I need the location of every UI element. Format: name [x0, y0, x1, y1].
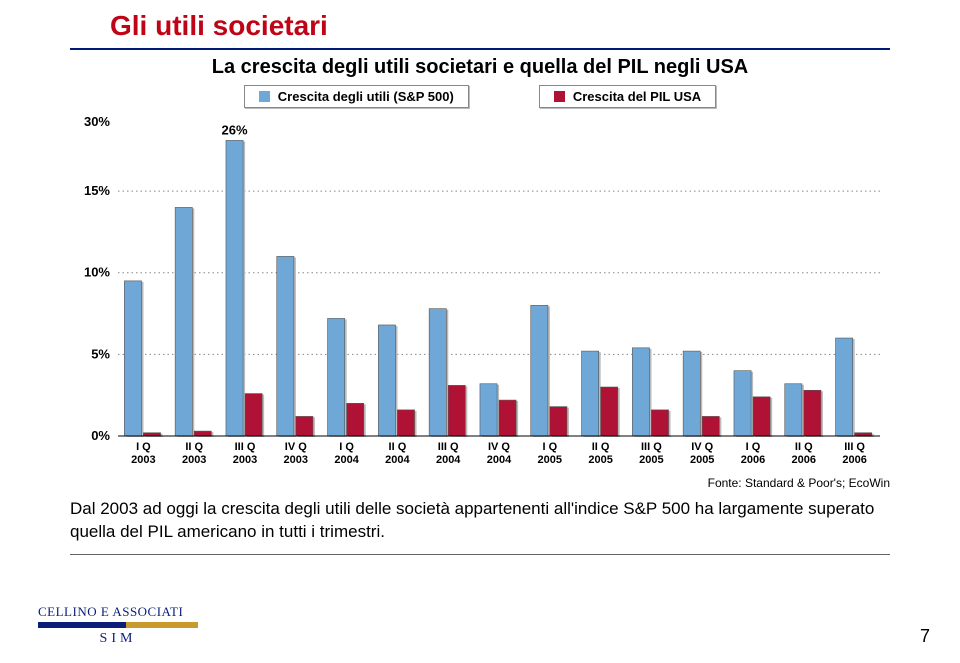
bottom-rule [70, 554, 890, 555]
source-text: Fonte: Standard & Poor's; EcoWin [70, 476, 890, 490]
page-number: 7 [920, 626, 930, 647]
svg-text:5%: 5% [91, 346, 110, 361]
svg-text:II Q: II Q [795, 441, 813, 453]
svg-text:2004: 2004 [487, 454, 512, 466]
svg-text:I Q: I Q [542, 441, 557, 453]
svg-text:2006: 2006 [792, 454, 816, 466]
svg-text:2004: 2004 [436, 454, 461, 466]
slide: Gli utili societari La crescita degli ut… [0, 0, 960, 663]
chart-container: 0%5%10%15%30%I Q2003II Q2003III Q2003IV … [70, 114, 890, 474]
legend-swatch-b [554, 91, 565, 102]
bar-chart: 0%5%10%15%30%I Q2003II Q2003III Q2003IV … [70, 114, 890, 474]
svg-text:2004: 2004 [385, 454, 410, 466]
brand-logo: CELLINO E ASSOCIATI SIM [38, 604, 198, 647]
svg-text:2006: 2006 [842, 454, 866, 466]
svg-text:III Q: III Q [438, 441, 459, 453]
legend-label-a: Crescita degli utili (S&P 500) [278, 89, 454, 104]
legend-item-b: Crescita del PIL USA [539, 85, 716, 108]
title-underline [70, 48, 890, 50]
svg-text:30%: 30% [84, 114, 110, 129]
legend-item-a: Crescita degli utili (S&P 500) [244, 85, 469, 108]
svg-text:II Q: II Q [592, 441, 610, 453]
svg-text:2005: 2005 [588, 454, 612, 466]
svg-text:2003: 2003 [182, 454, 206, 466]
svg-text:II Q: II Q [389, 441, 407, 453]
svg-text:26%: 26% [222, 122, 248, 137]
svg-text:15%: 15% [84, 183, 110, 198]
legend-label-b: Crescita del PIL USA [573, 89, 701, 104]
logo-line-icon [38, 622, 198, 628]
svg-text:III Q: III Q [641, 441, 662, 453]
svg-text:I Q: I Q [746, 441, 761, 453]
svg-text:II Q: II Q [185, 441, 203, 453]
svg-text:0%: 0% [91, 428, 110, 443]
svg-text:IV Q: IV Q [285, 441, 307, 453]
svg-text:III Q: III Q [844, 441, 865, 453]
svg-text:III Q: III Q [235, 441, 256, 453]
svg-text:IV Q: IV Q [488, 441, 510, 453]
logo-top-text: CELLINO E ASSOCIATI [38, 604, 198, 620]
logo-bottom-text: SIM [38, 631, 198, 647]
svg-text:I Q: I Q [136, 441, 151, 453]
legend: Crescita degli utili (S&P 500) Crescita … [70, 85, 890, 108]
svg-text:2005: 2005 [690, 454, 714, 466]
svg-text:2004: 2004 [334, 454, 359, 466]
svg-text:2003: 2003 [233, 454, 257, 466]
svg-text:IV Q: IV Q [691, 441, 713, 453]
svg-text:10%: 10% [84, 265, 110, 280]
svg-text:I Q: I Q [339, 441, 354, 453]
page-title: Gli utili societari [110, 0, 890, 42]
svg-text:2005: 2005 [639, 454, 663, 466]
legend-swatch-a [259, 91, 270, 102]
svg-text:2005: 2005 [538, 454, 562, 466]
svg-text:2003: 2003 [131, 454, 155, 466]
svg-text:2006: 2006 [741, 454, 765, 466]
caption-text: Dal 2003 ad oggi la crescita degli utili… [70, 498, 890, 544]
svg-text:2003: 2003 [284, 454, 308, 466]
chart-subtitle: La crescita degli utili societari e quel… [70, 56, 890, 79]
